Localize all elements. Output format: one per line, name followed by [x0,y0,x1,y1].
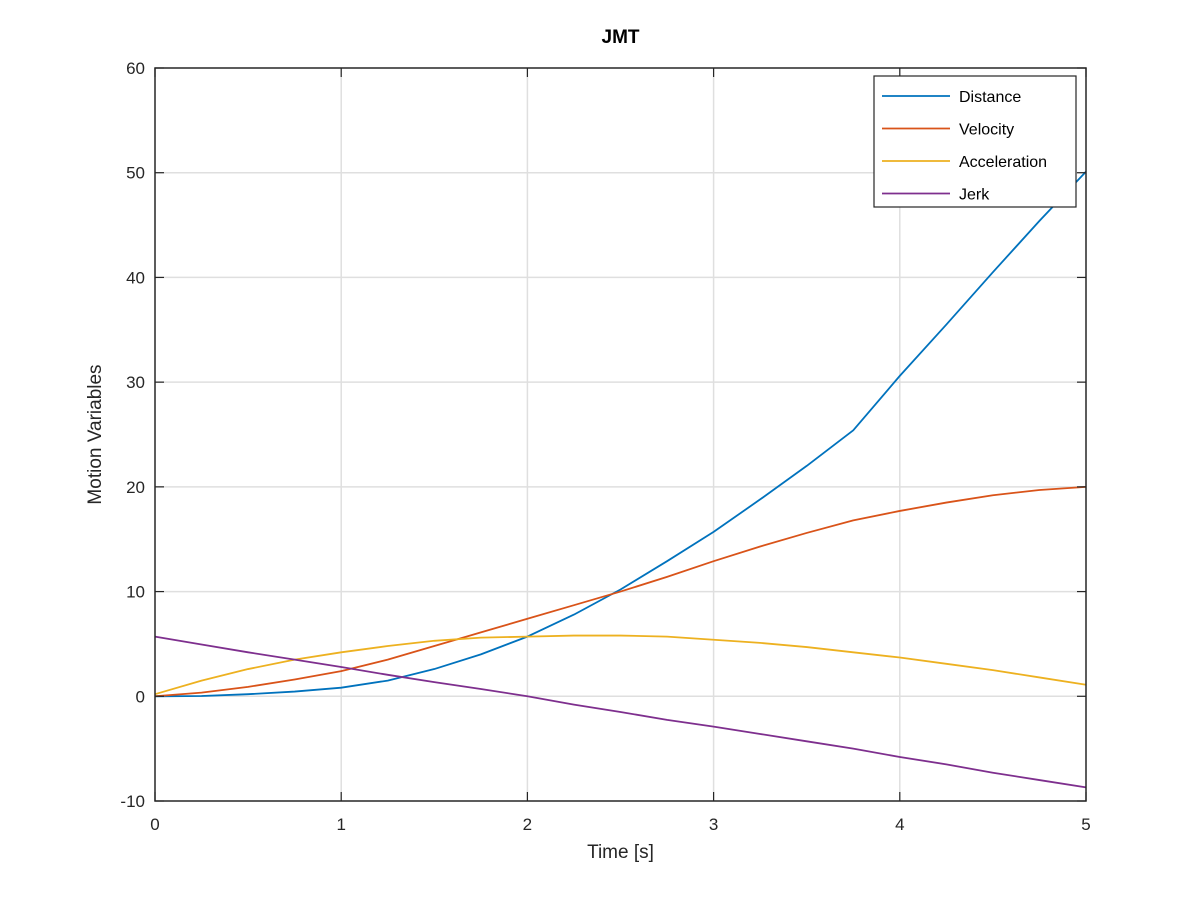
x-tick-label: 2 [523,815,532,834]
x-tick-label: 0 [150,815,159,834]
legend: Distance Velocity Acceleration Jerk [873,75,1077,208]
legend-label-distance: Distance [959,89,1021,106]
legend-label-acceleration: Acceleration [959,154,1047,171]
chart-title: JMT [602,27,640,48]
series-lines [154,171,1087,789]
grid [155,68,1086,801]
y-tick-label: -10 [120,792,145,811]
axis-ticks: 0 1 2 3 4 5 -10 0 10 20 30 40 50 60 [120,59,1090,834]
x-tick-label: 3 [709,815,718,834]
axes-box [154,67,1087,802]
series-line-distance [154,171,1087,698]
y-tick-label: 40 [126,268,145,287]
series-line-velocity [154,485,1087,698]
legend-label-jerk: Jerk [959,187,990,204]
y-tick-label: 60 [126,59,145,78]
y-tick-label: 20 [126,478,145,497]
legend-label-velocity: Velocity [959,122,1014,139]
x-tick-label: 5 [1081,815,1090,834]
series-line-jerk [154,635,1087,789]
legend-box [873,75,1077,208]
y-tick-label: 0 [136,687,145,706]
series-line-acceleration [154,634,1087,696]
y-tick-label: 50 [126,164,145,183]
y-tick-label: 30 [126,373,145,392]
y-tick-label: 10 [126,583,145,602]
x-axis-label: Time [s] [587,842,654,863]
x-tick-label: 1 [336,815,345,834]
x-tick-label: 4 [895,815,904,834]
y-axis-label: Motion Variables [85,364,106,504]
